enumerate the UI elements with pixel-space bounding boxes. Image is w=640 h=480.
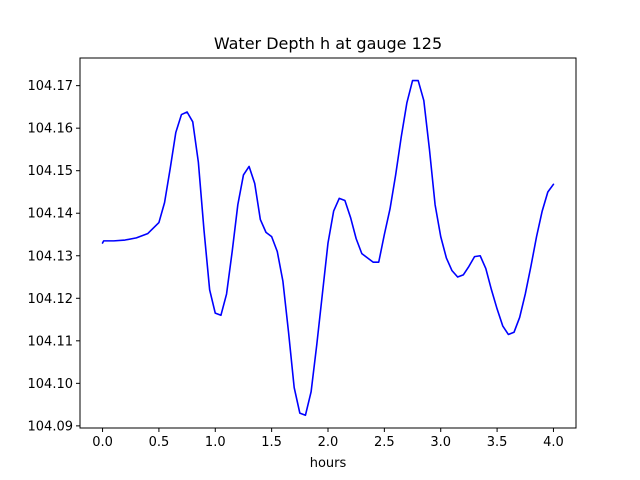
y-tick-label: 104.14: [28, 207, 74, 222]
x-tick-label: 0.5: [149, 435, 170, 450]
x-tick-label: 2.0: [318, 435, 339, 450]
x-tick-label: 3.0: [430, 435, 451, 450]
y-tick-label: 104.09: [28, 419, 74, 434]
x-tick-label: 1.0: [205, 435, 226, 450]
x-axis-label: hours: [310, 456, 347, 471]
y-axis: 104.09 104.10 104.11 104.12 104.13 104.14 104.…: [28, 79, 80, 434]
x-tick-label: 2.5: [374, 435, 395, 450]
plot-area: [101, 79, 555, 417]
y-tick-label: 104.13: [28, 249, 74, 264]
x-tick-label: 4.0: [543, 435, 564, 450]
x-tick-label: 0.0: [92, 435, 113, 450]
chart-title: Water Depth h at gauge 125: [214, 34, 442, 53]
y-tick-label: 104.11: [28, 334, 74, 349]
x-tick-label: 1.5: [261, 435, 282, 450]
x-axis: 0.0 0.5 1.0 1.5 2.0 2.5 3.0 3.5 4.0: [92, 428, 564, 450]
y-tick-label: 104.15: [28, 164, 74, 179]
y-tick-label: 104.12: [28, 292, 74, 307]
y-tick-label: 104.16: [28, 122, 74, 137]
y-tick-label: 104.17: [28, 79, 74, 94]
y-tick-label: 104.10: [28, 377, 74, 392]
x-tick-label: 3.5: [487, 435, 508, 450]
series-line-0: [101, 79, 555, 417]
